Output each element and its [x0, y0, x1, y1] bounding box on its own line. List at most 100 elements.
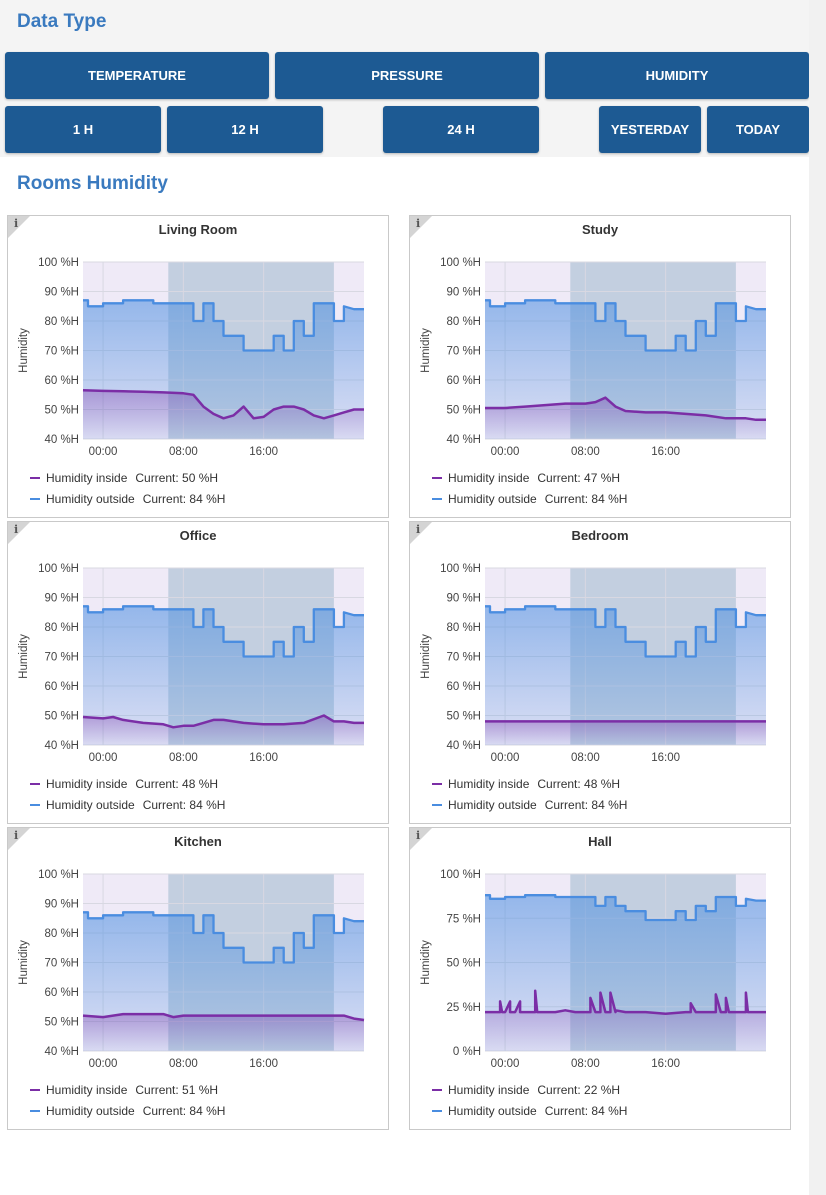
y-axis-label: Humidity [420, 940, 432, 985]
today-button[interactable]: TODAY [707, 106, 809, 153]
info-icon-glyph[interactable]: i [14, 829, 19, 842]
temperature-button[interactable]: TEMPERATURE [5, 52, 269, 99]
y-tick-label: 70 %H [446, 346, 481, 358]
y-tick-label: 80 %H [44, 316, 79, 328]
legend-label: Humidity outside [448, 492, 537, 506]
chart-plot: 40 %H 50 %H 60 %H 70 %H 80 %H 90 %H 100 %H 00:0… [18, 257, 364, 458]
y-axis-label: Humidity [18, 634, 30, 679]
y-tick-label: 50 %H [44, 711, 79, 723]
y-tick-label: 40 %H [44, 434, 79, 446]
info-icon-glyph[interactable]: i [416, 829, 421, 842]
legend-humidity-outside[interactable]: Humidity outside Current: 84 %H [432, 492, 627, 506]
y-tick-label: 60 %H [44, 987, 79, 999]
info-icon[interactable] [410, 828, 432, 850]
y-tick-label: 90 %H [44, 899, 79, 911]
legend-humidity-outside[interactable]: Humidity outside Current: 84 %H [432, 1104, 627, 1118]
info-icon-glyph[interactable]: i [14, 217, 19, 230]
y-tick-label: 100 %H [440, 563, 481, 575]
x-tick-label: 08:00 [169, 1058, 198, 1070]
x-tick-label: 00:00 [491, 1058, 520, 1070]
legend-humidity-inside[interactable]: Humidity inside Current: 51 %H [30, 1083, 218, 1097]
legend-label: Humidity outside [448, 1104, 537, 1118]
legend-swatch [30, 1089, 40, 1091]
info-icon[interactable] [410, 216, 432, 238]
chart-card-bedroom: i Bedroom 40 %H 50 %H 60 %H 70 %H 80 %H 90 %H 10… [409, 521, 791, 824]
y-tick-label: 90 %H [44, 593, 79, 605]
series-humidity-inside [485, 396, 766, 422]
chart-title: Hall [588, 834, 612, 849]
y-tick-label: 80 %H [446, 316, 481, 328]
x-tick-label: 08:00 [571, 446, 600, 458]
chart-card-living-room: i Living Room 40 %H 50 %H 60 %H 70 %H 80 %H 90 … [7, 215, 389, 518]
info-icon[interactable] [8, 522, 30, 544]
yesterday-button[interactable]: YESTERDAY [599, 106, 701, 153]
chart-title: Living Room [158, 222, 238, 237]
x-tick-label: 16:00 [249, 752, 278, 764]
y-tick-label: 80 %H [446, 622, 481, 634]
chart-plot: 0 %H 25 %H 50 %H 75 %H 100 %H 00:00 08:00 16:00… [420, 869, 766, 1070]
info-icon[interactable] [8, 828, 30, 850]
x-tick-label: 00:00 [491, 446, 520, 458]
legend-humidity-outside[interactable]: Humidity outside Current: 84 %H [432, 798, 627, 812]
y-tick-label: 60 %H [44, 681, 79, 693]
info-icon[interactable] [410, 522, 432, 544]
legend-label: Humidity inside [46, 777, 128, 791]
humidity-button[interactable]: HUMIDITY [545, 52, 809, 99]
range-24h-button[interactable]: 24 H [383, 106, 539, 153]
x-tick-label: 16:00 [249, 1058, 278, 1070]
y-tick-label: 60 %H [446, 681, 481, 693]
chart-card-kitchen: i Kitchen 40 %H 50 %H 60 %H 70 %H 80 %H 90 %H 10… [7, 827, 389, 1130]
x-tick-label: 08:00 [169, 752, 198, 764]
legend-humidity-outside[interactable]: Humidity outside Current: 84 %H [30, 1104, 225, 1118]
legend-current-value: Current: 48 %H [135, 777, 219, 791]
y-tick-label: 40 %H [44, 1046, 79, 1058]
legend-current-value: Current: 22 %H [537, 1083, 621, 1097]
y-axis-label: Humidity [18, 940, 30, 985]
data-type-title: Data Type [17, 11, 107, 32]
legend-humidity-inside[interactable]: Humidity inside Current: 47 %H [432, 471, 620, 485]
info-icon-glyph[interactable]: i [14, 523, 19, 536]
legend-label: Humidity outside [46, 798, 135, 812]
x-tick-label: 08:00 [169, 446, 198, 458]
y-tick-label: 50 %H [44, 1017, 79, 1029]
y-tick-label: 100 %H [38, 257, 79, 269]
y-tick-label: 50 %H [446, 958, 481, 970]
y-tick-label: 50 %H [44, 405, 79, 417]
y-tick-label: 60 %H [446, 375, 481, 387]
legend-humidity-inside[interactable]: Humidity inside Current: 50 %H [30, 471, 218, 485]
inside-area [83, 390, 364, 439]
y-tick-label: 0 %H [453, 1046, 481, 1058]
range-12h-button[interactable]: 12 H [167, 106, 323, 153]
info-icon-glyph[interactable]: i [416, 523, 421, 536]
legend-swatch [432, 498, 442, 500]
legend-label: Humidity inside [46, 471, 128, 485]
legend-humidity-inside[interactable]: Humidity inside Current: 22 %H [432, 1083, 620, 1097]
legend-humidity-inside[interactable]: Humidity inside Current: 48 %H [30, 777, 218, 791]
legend-swatch [30, 783, 40, 785]
info-icon-glyph[interactable]: i [416, 217, 421, 230]
legend-swatch [30, 1110, 40, 1112]
y-tick-label: 70 %H [44, 958, 79, 970]
legend-current-value: Current: 51 %H [135, 1083, 219, 1097]
info-icon[interactable] [8, 216, 30, 238]
y-tick-label: 90 %H [446, 593, 481, 605]
chart-card-study: i Study 40 %H 50 %H 60 %H 70 %H 80 %H 90 %H 100 … [409, 215, 791, 518]
chart-title: Office [179, 528, 217, 543]
range-1h-button[interactable]: 1 H [5, 106, 161, 153]
legend-current-value: Current: 84 %H [544, 1104, 628, 1118]
scrollbar-track[interactable] [809, 0, 826, 1195]
legend-current-value: Current: 84 %H [544, 492, 628, 506]
legend-current-value: Current: 84 %H [142, 492, 226, 506]
legend-humidity-outside[interactable]: Humidity outside Current: 84 %H [30, 798, 225, 812]
pressure-button[interactable]: PRESSURE [275, 52, 539, 99]
y-tick-label: 50 %H [446, 711, 481, 723]
legend-current-value: Current: 50 %H [135, 471, 219, 485]
legend-swatch [432, 783, 442, 785]
chart-plot: 40 %H 50 %H 60 %H 70 %H 80 %H 90 %H 100 %H 00:0… [420, 563, 766, 764]
legend-swatch [432, 1110, 442, 1112]
y-tick-label: 60 %H [44, 375, 79, 387]
legend-humidity-outside[interactable]: Humidity outside Current: 84 %H [30, 492, 225, 506]
series-humidity-outside [83, 911, 364, 964]
inside-area [83, 715, 364, 745]
legend-humidity-inside[interactable]: Humidity inside Current: 48 %H [432, 777, 620, 791]
